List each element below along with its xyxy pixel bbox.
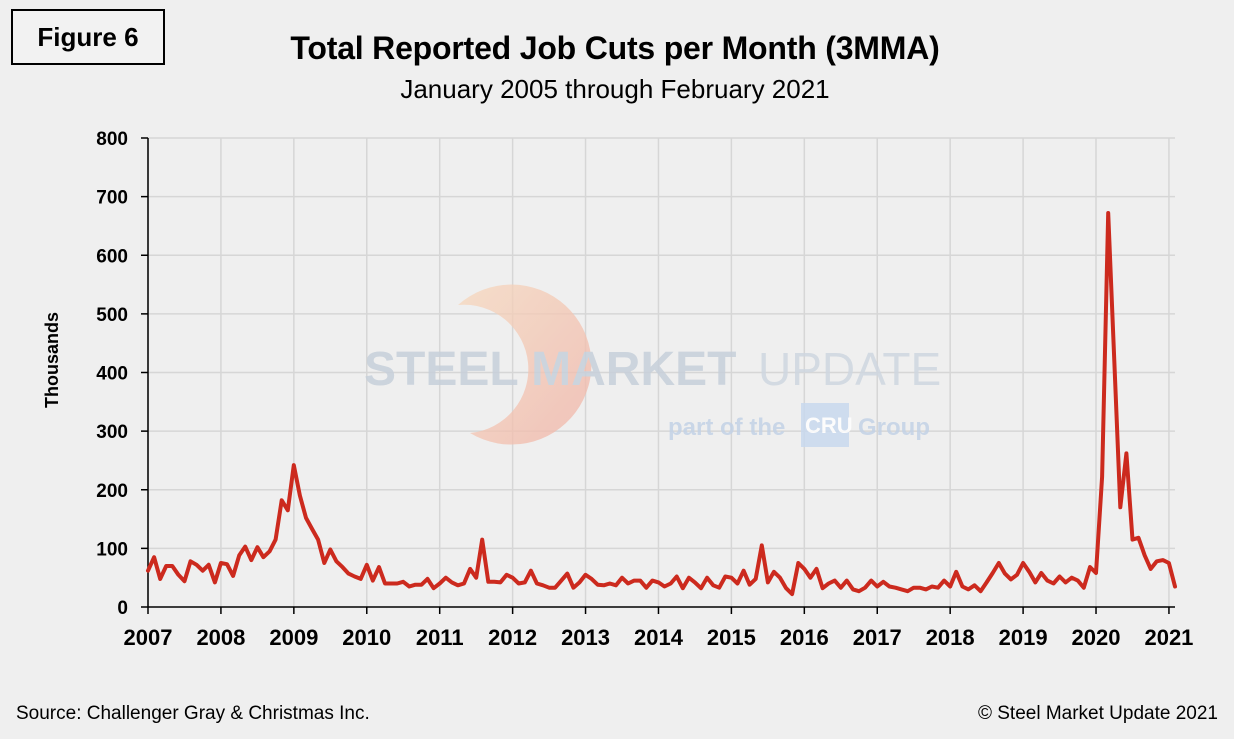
watermark-brand-bold: STEEL MARKET bbox=[364, 343, 736, 396]
x-tick-label: 2007 bbox=[124, 625, 173, 650]
y-axis-label: Thousands bbox=[42, 312, 62, 408]
y-tick-label: 600 bbox=[96, 246, 128, 267]
y-tick-label: 400 bbox=[96, 364, 128, 385]
x-tick-label: 2018 bbox=[926, 625, 975, 650]
watermark-tagline-pre: part of the bbox=[668, 414, 785, 441]
y-tick-label: 100 bbox=[96, 539, 128, 560]
copyright-note: © Steel Market Update 2021 bbox=[977, 703, 1218, 724]
watermark-tagline-post: Group bbox=[858, 414, 930, 441]
steel-market-update-watermark: STEEL MARKET UPDATE part of the CRU Grou… bbox=[364, 284, 941, 447]
x-tick-label: 2019 bbox=[999, 625, 1048, 650]
x-tick-label: 2014 bbox=[634, 625, 684, 650]
y-tick-label: 800 bbox=[96, 129, 128, 150]
y-tick-label: 500 bbox=[96, 305, 128, 326]
x-tick-label: 2009 bbox=[269, 625, 318, 650]
chart-subtitle: January 2005 through February 2021 bbox=[400, 74, 830, 104]
watermark-cru-logo-icon bbox=[801, 403, 849, 447]
x-tick-label: 2017 bbox=[853, 625, 902, 650]
y-tick-labels: 0 100 200 300 400 500 600 700 800 bbox=[96, 129, 128, 619]
x-tick-label: 2008 bbox=[196, 625, 245, 650]
x-tick-label: 2015 bbox=[707, 625, 756, 650]
x-tick-label: 2012 bbox=[488, 625, 537, 650]
x-tick-label: 2020 bbox=[1072, 625, 1121, 650]
y-tick-label: 700 bbox=[96, 188, 128, 209]
x-tick-label: 2016 bbox=[780, 625, 829, 650]
series-layer bbox=[146, 211, 1177, 597]
chart-title: Total Reported Job Cuts per Month (3MMA) bbox=[290, 30, 940, 66]
watermark-cru-text: CRU bbox=[805, 413, 853, 438]
series-line-0 bbox=[146, 211, 1177, 597]
x-tick-label: 2021 bbox=[1144, 625, 1193, 650]
x-tick-labels: 2007 2008 2009 2010 2011 2012 2013 2014 2015 2016… bbox=[124, 625, 1194, 650]
figure-label: Figure 6 bbox=[11, 9, 165, 65]
x-tick-label: 2011 bbox=[416, 625, 464, 650]
watermark-brand-light: UPDATE bbox=[758, 343, 941, 395]
y-tick-label: 200 bbox=[96, 481, 128, 502]
watermark-arc-icon bbox=[458, 284, 592, 445]
x-tick-label: 2013 bbox=[561, 625, 610, 650]
y-tick-label: 0 bbox=[117, 598, 128, 619]
source-note: Source: Challenger Gray & Christmas Inc. bbox=[16, 703, 370, 724]
y-tick-label: 300 bbox=[96, 422, 128, 443]
x-tick-label: 2010 bbox=[342, 625, 391, 650]
axes bbox=[141, 137, 1175, 614]
